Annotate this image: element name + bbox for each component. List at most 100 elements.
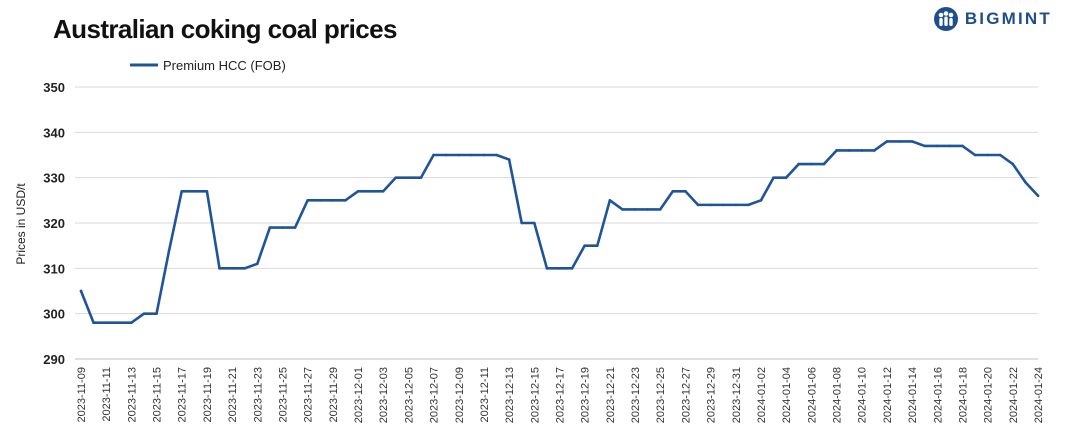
data-point xyxy=(910,140,914,143)
x-tick-label: 2023-12-21 xyxy=(605,367,617,423)
data-point xyxy=(470,153,473,157)
data-point xyxy=(356,189,360,193)
data-point xyxy=(79,289,83,293)
x-tick-label: 2023-12-01 xyxy=(353,367,365,423)
data-point xyxy=(923,144,926,148)
data-point xyxy=(721,203,725,207)
x-tick-label: 2023-12-13 xyxy=(504,367,516,423)
data-point xyxy=(419,176,423,179)
y-tick-label: 290 xyxy=(43,352,65,367)
people-circle-logo-icon xyxy=(933,7,958,31)
data-point xyxy=(243,267,246,270)
data-point xyxy=(772,176,775,179)
x-tick-label: 2023-12-31 xyxy=(731,367,743,423)
data-point xyxy=(205,189,209,193)
x-tick-label: 2023-11-25 xyxy=(277,367,289,422)
y-axis: 290 300 310 320 330 340 350 xyxy=(43,80,65,367)
y-tick-label: 350 xyxy=(43,80,65,95)
data-point xyxy=(948,144,952,148)
data-point xyxy=(847,149,851,152)
data-point xyxy=(709,203,712,207)
data-point xyxy=(696,203,700,207)
data-point xyxy=(759,199,763,202)
data-point xyxy=(230,267,234,270)
x-tick-label: 2024-01-18 xyxy=(957,367,969,423)
data-point xyxy=(545,267,549,270)
x-tick-label: 2023-11-21 xyxy=(227,367,239,422)
data-point xyxy=(507,158,511,161)
data-point xyxy=(747,203,750,207)
x-tick-label: 2024-01-16 xyxy=(932,367,944,423)
data-point xyxy=(520,221,524,225)
x-tick-label: 2023-11-23 xyxy=(252,367,264,422)
data-point xyxy=(444,153,448,157)
data-point xyxy=(1024,180,1027,184)
data-point xyxy=(130,321,133,325)
data-point xyxy=(558,267,561,270)
data-point xyxy=(935,144,939,148)
x-tick-label: 2024-01-04 xyxy=(781,367,793,423)
data-point xyxy=(155,312,158,315)
x-tick-label: 2023-12-27 xyxy=(680,367,692,423)
data-point xyxy=(331,199,335,202)
data-point xyxy=(873,149,876,152)
x-tick-label: 2023-11-27 xyxy=(303,367,315,422)
data-point xyxy=(822,162,826,166)
x-tick-label: 2023-12-15 xyxy=(529,367,541,423)
x-tick-label: 2023-12-11 xyxy=(479,367,491,422)
data-point xyxy=(734,203,738,207)
x-tick-label: 2024-01-12 xyxy=(882,367,894,423)
y-tick-label: 320 xyxy=(43,216,65,231)
brand-logo: BIGMINT xyxy=(933,6,1052,32)
data-point xyxy=(495,153,498,157)
x-tick-label: 2023-11-17 xyxy=(177,367,189,422)
data-point xyxy=(1036,194,1040,198)
y-axis-label: Prices in USD/t xyxy=(14,183,28,265)
data-point xyxy=(142,312,146,315)
series-line-0 xyxy=(79,140,1040,325)
data-point xyxy=(608,199,612,202)
data-point xyxy=(898,140,901,143)
data-point xyxy=(193,189,196,193)
x-tick-label: 2023-12-03 xyxy=(378,367,390,423)
x-tick-label: 2023-11-15 xyxy=(152,367,164,422)
x-tick-label: 2023-12-05 xyxy=(403,367,415,423)
data-point xyxy=(621,208,624,211)
data-point xyxy=(784,176,788,179)
data-point xyxy=(344,199,347,202)
brand-name: BIGMINT xyxy=(964,9,1052,28)
x-tick-label: 2024-01-24 xyxy=(1033,367,1045,423)
data-point xyxy=(646,208,649,211)
x-axis: 2023-11-09 2023-11-11 2023-11-13 2023-11-15… xyxy=(76,367,1045,423)
data-point xyxy=(432,153,435,157)
data-point xyxy=(658,208,662,211)
data-point xyxy=(218,267,221,270)
x-tick-label: 2024-01-08 xyxy=(832,367,844,423)
x-tick-label: 2023-12-19 xyxy=(580,367,592,423)
data-point xyxy=(293,226,297,229)
data-point xyxy=(633,208,637,211)
y-tick-label: 300 xyxy=(43,307,65,322)
data-point xyxy=(268,226,272,229)
x-tick-label: 2023-11-13 xyxy=(126,367,138,422)
y-tick-label: 340 xyxy=(43,125,65,140)
data-point xyxy=(117,321,121,325)
data-point xyxy=(860,149,864,152)
data-point xyxy=(167,248,171,252)
data-point xyxy=(92,321,95,325)
data-point xyxy=(1011,162,1015,166)
x-tick-label: 2023-11-29 xyxy=(328,367,340,422)
y-tick-label: 330 xyxy=(43,171,65,186)
data-point xyxy=(583,244,586,247)
data-point xyxy=(407,176,410,179)
data-point xyxy=(797,162,801,166)
x-tick-label: 2023-12-09 xyxy=(454,367,466,423)
data-point xyxy=(533,221,536,225)
gridlines xyxy=(75,86,1038,360)
data-point xyxy=(457,153,461,157)
data-point xyxy=(973,153,977,157)
data-point xyxy=(281,226,284,229)
x-tick-label: 2023-12-07 xyxy=(429,367,441,423)
data-point xyxy=(318,199,322,202)
